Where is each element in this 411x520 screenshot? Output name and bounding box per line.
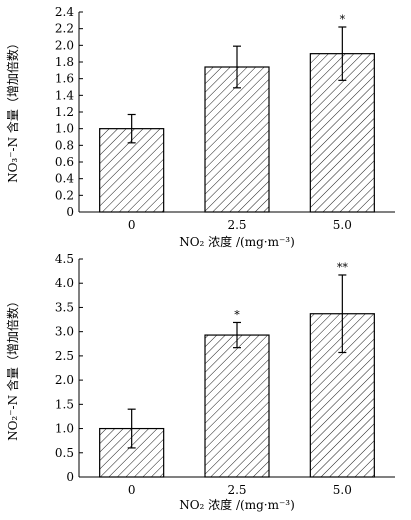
nitrite-xtick-label: 2.5	[227, 483, 246, 497]
nitrate-ytick-label: 1.6	[55, 72, 74, 86]
nitrite-ytick-label: 0	[66, 470, 74, 484]
nitrate-bar	[204, 66, 270, 213]
nitrite-ytick-label: 4.5	[55, 252, 74, 266]
nitrate-ytick-label: 0.4	[55, 172, 74, 186]
nitrate-ytick-label: 0.2	[55, 188, 74, 202]
nitrate-chart: 0 0.2 0.4 0.6 0.8 1.0 1.2 1.4 1.6 1.8 2.0 2.2 2.4 0 2.…	[5, 5, 395, 249]
nitrate-chart-ylabel: NO₃⁻-N 含量（增加倍数）	[5, 37, 20, 183]
nitrate-ytick-label: 0.8	[55, 138, 74, 152]
nitrate-chart-xlabel: NO₂ 浓度 /(mg·m⁻³)	[179, 234, 295, 249]
nitrate-ytick-label: 0	[66, 205, 74, 219]
nitrite-significance-mark: *	[234, 308, 240, 321]
nitrite-chart-xlabel: NO₂ 浓度 /(mg·m⁻³)	[179, 497, 295, 512]
nitrate-ytick-label: 2.2	[55, 22, 74, 36]
nitrite-xtick-label: 5.0	[333, 483, 352, 497]
nitrate-ytick-label: 1.4	[55, 88, 74, 102]
nitrite-xtick-label: 0	[128, 483, 136, 497]
nitrite-ytick-label: 4.0	[55, 276, 74, 290]
nitrate-xtick-label: 0	[128, 218, 136, 232]
nitrite-ytick-label: 1.5	[55, 397, 74, 411]
nitrite-ytick-label: 3.0	[55, 325, 74, 339]
nitrate-xtick-label: 2.5	[227, 218, 246, 232]
nitrite-significance-mark: **	[337, 261, 349, 274]
nitrate-ytick-label: 1.8	[55, 55, 74, 69]
nitrate-ytick-label: 1.2	[55, 105, 74, 119]
nitrate-significance-mark: *	[340, 13, 346, 26]
nitrite-chart-ylabel: NO₂⁻-N 含量（增加倍数）	[5, 295, 20, 441]
nitrite-ytick-label: 1.0	[55, 422, 74, 436]
nitrite-ytick-label: 3.5	[55, 300, 74, 314]
nitrate-ytick-label: 1.0	[55, 122, 74, 136]
nitrate-chart-marks: 0 0.2 0.4 0.6 0.8 1.0 1.2 1.4 1.6 1.8 2.0 2.2 2.4 0 2.…	[55, 5, 395, 232]
nitrate-ytick-label: 0.6	[55, 155, 74, 169]
nitrate-xtick-label: 5.0	[333, 218, 352, 232]
nitrate-ytick-label: 2.0	[55, 38, 74, 52]
nitrite-bar	[204, 334, 270, 478]
nitrite-ytick-label: 2.5	[55, 349, 74, 363]
nitrite-chart-marks: 0 0.5 1.0 1.5 2.0 2.5 3.0 3.5 4.0 4.5 0 2.5 * 5.0 **	[55, 252, 395, 497]
nitrate-ytick-label: 2.4	[55, 5, 74, 19]
nitrite-ytick-label: 2.0	[55, 373, 74, 387]
nitrite-chart: 0 0.5 1.0 1.5 2.0 2.5 3.0 3.5 4.0 4.5 0 2.5 * 5.0 ** N…	[5, 252, 395, 512]
nitrite-ytick-label: 0.5	[55, 446, 74, 460]
